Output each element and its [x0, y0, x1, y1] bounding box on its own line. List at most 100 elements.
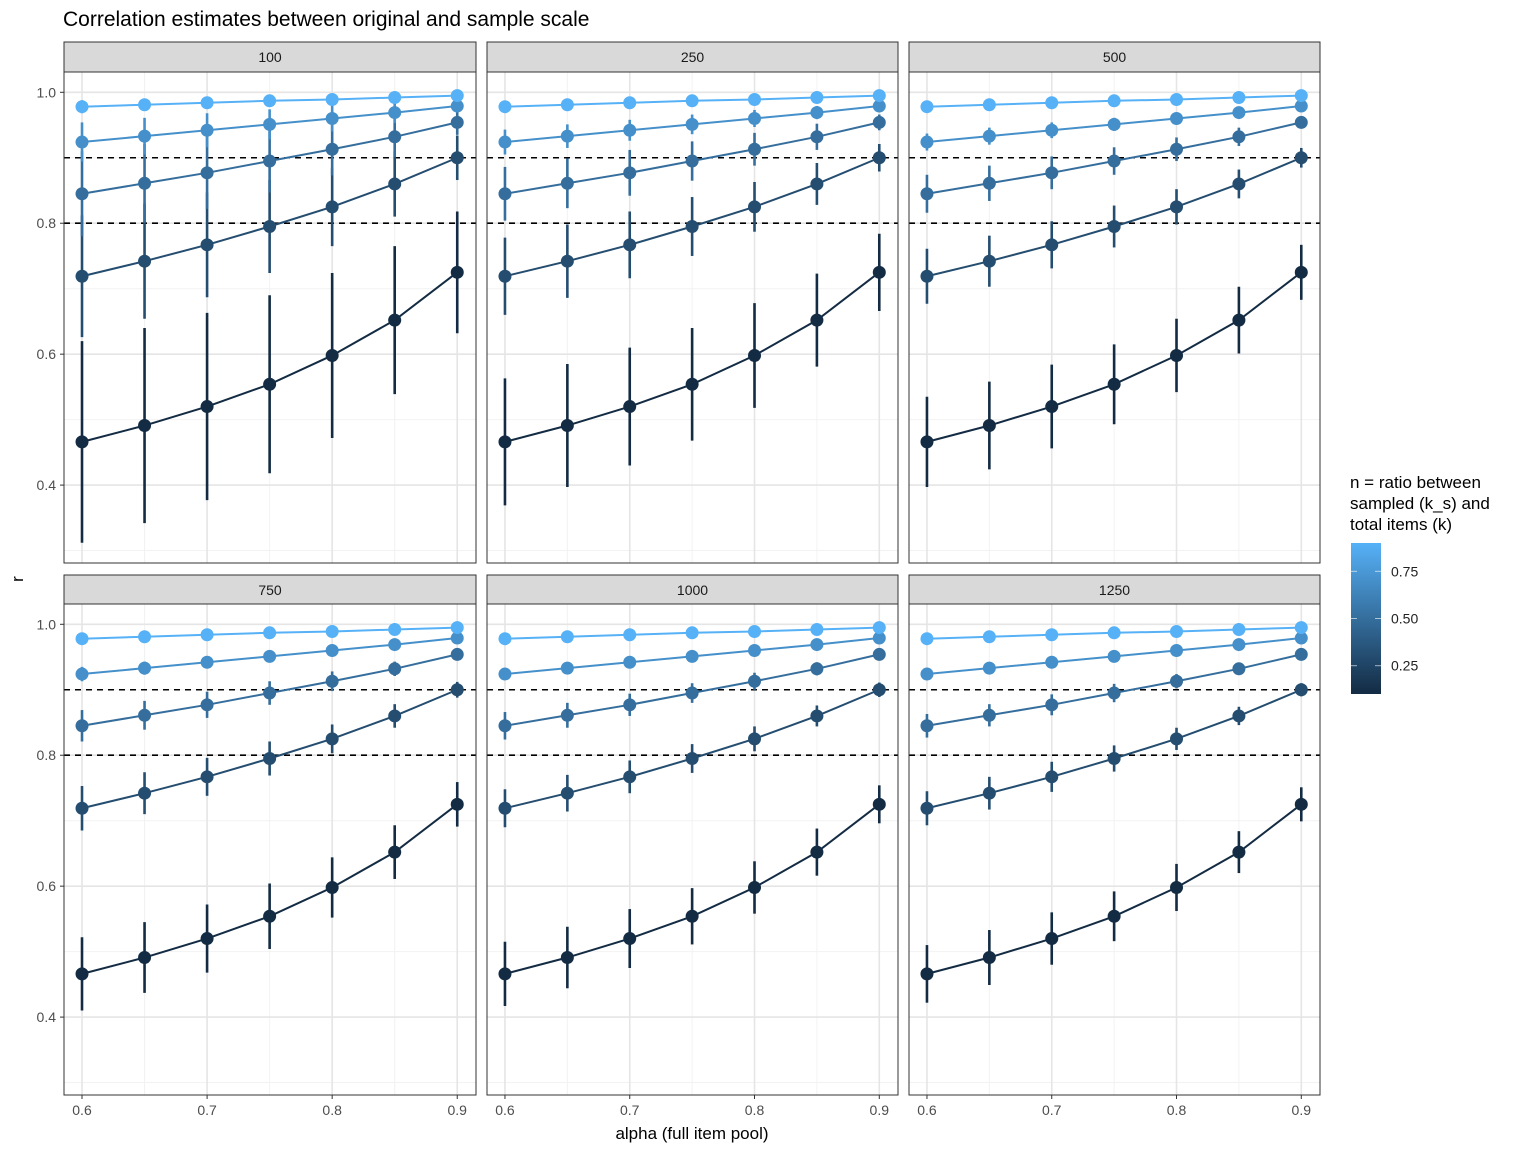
data-point	[1170, 348, 1184, 362]
data-point	[498, 269, 512, 283]
data-point	[263, 686, 277, 700]
data-point	[200, 655, 214, 669]
data-point	[263, 909, 277, 923]
facet-panel-250: 250	[486, 41, 899, 564]
series-n-0.3	[498, 144, 886, 315]
data-point	[982, 630, 996, 644]
data-point	[560, 98, 574, 112]
data-point	[450, 151, 464, 165]
series-n-0.3	[498, 682, 886, 828]
data-point	[200, 400, 214, 414]
data-point	[810, 662, 824, 676]
data-point	[1107, 686, 1121, 700]
legend: n = ratio between sampled (k_s) and tota…	[1350, 473, 1490, 694]
series-n-0.9	[920, 621, 1308, 646]
data-point	[138, 176, 152, 190]
data-point	[920, 967, 934, 981]
data-point	[685, 649, 699, 663]
data-point	[1170, 674, 1184, 688]
data-point	[1232, 91, 1246, 105]
data-point	[263, 94, 277, 108]
data-point	[1232, 709, 1246, 723]
data-point	[388, 638, 402, 652]
data-point	[450, 631, 464, 645]
data-point	[498, 667, 512, 681]
data-point	[748, 200, 762, 214]
data-point	[388, 313, 402, 327]
data-point	[685, 94, 699, 108]
data-point	[1294, 89, 1308, 103]
data-point	[325, 142, 339, 156]
panel-border	[486, 603, 899, 1096]
y-tick-label: 0.4	[37, 477, 57, 493]
data-point	[200, 628, 214, 642]
data-point	[920, 801, 934, 815]
facet-strip-label: 1000	[677, 582, 708, 598]
data-point	[1107, 649, 1121, 663]
data-point	[1045, 932, 1059, 946]
data-point	[872, 265, 886, 279]
facet-strip-label: 100	[258, 49, 282, 65]
data-point	[920, 269, 934, 283]
data-point	[1232, 623, 1246, 637]
data-point	[1294, 683, 1308, 697]
data-point	[560, 661, 574, 675]
data-point	[1170, 624, 1184, 638]
data-point	[1294, 99, 1308, 113]
data-point	[1045, 238, 1059, 252]
data-point	[498, 100, 512, 114]
series-n-0.7	[920, 99, 1308, 151]
data-point	[75, 667, 89, 681]
facet-strip	[63, 574, 477, 605]
data-point	[1045, 628, 1059, 642]
data-point	[450, 115, 464, 129]
series-n-0.3	[920, 683, 1308, 826]
x-tick-label: 0.9	[870, 1102, 890, 1118]
facet-strip-label: 750	[258, 582, 282, 598]
series-n-0.5	[498, 647, 886, 740]
data-point	[498, 435, 512, 449]
series-n-0.9	[498, 621, 886, 646]
data-point	[1107, 117, 1121, 131]
data-point	[872, 647, 886, 661]
data-point	[138, 661, 152, 675]
data-point	[1045, 770, 1059, 784]
y-tick-label: 1.0	[37, 84, 57, 100]
series-n-0.9	[498, 89, 886, 114]
data-point	[560, 708, 574, 722]
data-point	[325, 624, 339, 638]
data-point	[325, 348, 339, 362]
data-point	[810, 638, 824, 652]
data-point	[872, 151, 886, 165]
facet-panel-1250: 1250 0.6 0.7 0.8 0.9	[908, 574, 1321, 1118]
data-point	[138, 951, 152, 965]
data-point	[1294, 115, 1308, 129]
data-point	[810, 845, 824, 859]
series-n-0.3	[920, 147, 1308, 304]
data-point	[1294, 647, 1308, 661]
data-point	[388, 177, 402, 191]
data-point	[263, 117, 277, 131]
data-point	[263, 752, 277, 766]
data-point	[920, 719, 934, 733]
facet-strip-label: 1250	[1099, 582, 1130, 598]
x-axis-label: alpha (full item pool)	[615, 1124, 768, 1143]
data-point	[138, 129, 152, 143]
data-point	[810, 130, 824, 144]
series-n-0.3	[75, 135, 464, 338]
data-point	[685, 752, 699, 766]
series-n-0.1	[920, 244, 1308, 488]
data-point	[810, 313, 824, 327]
data-point	[138, 630, 152, 644]
y-axis-label: r	[8, 576, 27, 582]
data-point	[200, 770, 214, 784]
data-point	[75, 801, 89, 815]
data-point	[325, 200, 339, 214]
data-point	[75, 100, 89, 114]
data-point	[1232, 638, 1246, 652]
data-point	[872, 115, 886, 129]
data-point	[263, 649, 277, 663]
data-point	[1170, 92, 1184, 106]
data-point	[1045, 400, 1059, 414]
data-point	[748, 732, 762, 746]
